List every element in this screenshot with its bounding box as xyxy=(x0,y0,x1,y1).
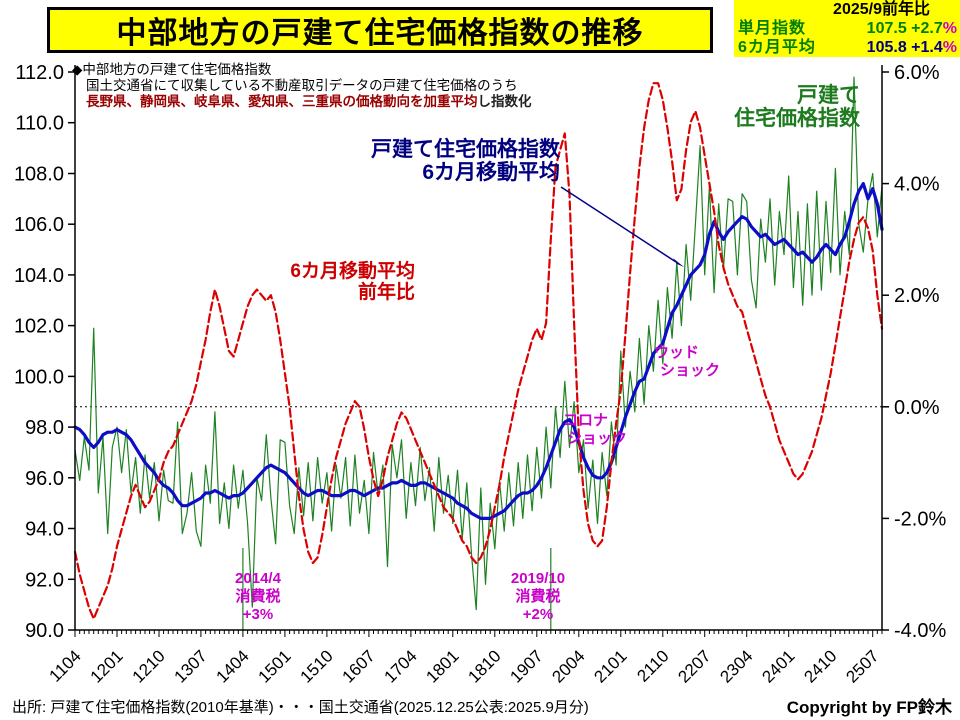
copyright-note: Copyright by FP鈴木 xyxy=(786,698,952,717)
wood-shock-label: ウッド ショック xyxy=(654,344,721,379)
tax-2019-label: 2019/10 消費税 +2% xyxy=(510,570,566,623)
yoy-line xyxy=(73,82,884,620)
chart-description-line3: 長野県、静岡県、岐阜県、愛知県、三重県の価格動向を加重平均し指数化 xyxy=(86,94,532,109)
moving-average-label: 戸建て住宅価格指数 6カ月移動平均 xyxy=(371,138,560,184)
y-right-tick-label: 4.0% xyxy=(894,174,940,196)
monthly-index-line xyxy=(74,76,883,611)
x-tick-label: 1404 xyxy=(213,646,253,686)
svg-text:2304: 2304 xyxy=(716,646,756,686)
stats-row-average-label: 6カ月平均 xyxy=(738,39,816,56)
y-right-tick-label: -4.0% xyxy=(894,620,946,642)
svg-text:1607: 1607 xyxy=(339,646,379,686)
x-tick-label: 1607 xyxy=(339,646,379,686)
y-left-tick-label: 108.0 xyxy=(14,164,64,186)
y-left-tick-label: 112.0 xyxy=(15,62,64,84)
y-left-tick-label: 100.0 xyxy=(14,366,64,388)
stats-row-average-values: 105.8 +1.4% xyxy=(866,39,957,56)
x-tick-label: 2110 xyxy=(633,646,672,685)
y-left-tick-label: 98.0 xyxy=(25,417,64,439)
chart-description-line2: 国土交通省にて収集している不動産取引データの戸建て住宅価格のうち xyxy=(86,78,518,93)
svg-text:2101: 2101 xyxy=(590,646,630,686)
annotation-arrow-head xyxy=(672,258,684,267)
y-left-tick-label: 104.0 xyxy=(14,265,64,287)
svg-text:2410: 2410 xyxy=(800,646,840,686)
moving-average-line xyxy=(73,182,884,521)
x-tick-label: 2401 xyxy=(758,646,798,686)
annotation-arrow xyxy=(560,186,677,263)
svg-text:1210: 1210 xyxy=(129,646,169,686)
svg-text:2004: 2004 xyxy=(548,646,588,686)
x-tick-label: 1501 xyxy=(255,646,295,686)
x-tick-label: 2004 xyxy=(548,646,588,686)
x-tick-label: 1801 xyxy=(422,646,462,686)
stats-period-label: 2025/9前年比 xyxy=(833,1,930,18)
svg-text:2110: 2110 xyxy=(633,646,672,685)
x-tick-label: 1307 xyxy=(171,646,211,686)
svg-text:1404: 1404 xyxy=(213,646,253,686)
svg-text:1704: 1704 xyxy=(381,646,421,686)
x-tick-label: 1810 xyxy=(464,646,504,686)
x-tick-label: 2410 xyxy=(800,646,840,686)
x-tick-label: 2101 xyxy=(590,646,630,686)
svg-text:2507: 2507 xyxy=(842,646,882,686)
x-tick-label: 2304 xyxy=(716,646,756,686)
corona-shock-label: コロナ ショック xyxy=(563,412,628,447)
stats-row-average: 6カ月平均 105.8 +1.4% xyxy=(734,38,960,57)
y-left-tick-label: 110.0 xyxy=(15,113,64,135)
latest-stats-box: 2025/9前年比 単月指数 107.5 +2.7% 6カ月平均 105.8 +… xyxy=(734,0,960,57)
y-right-tick-label: 0.0% xyxy=(894,397,940,419)
tax-2014-label: 2014/4 消費税 +3% xyxy=(235,570,281,623)
svg-text:1801: 1801 xyxy=(422,646,462,686)
x-tick-label: 1210 xyxy=(129,646,169,686)
stats-row-monthly-values: 107.5 +2.7% xyxy=(866,20,957,37)
x-tick-label: 2207 xyxy=(674,646,714,686)
y-left-tick-label: 96.0 xyxy=(25,468,64,490)
svg-text:1510: 1510 xyxy=(297,646,337,686)
x-tick-label: 1510 xyxy=(297,646,337,686)
x-tick-label: 1907 xyxy=(506,646,546,686)
stats-row-monthly: 単月指数 107.5 +2.7% xyxy=(734,19,960,38)
svg-text:1104: 1104 xyxy=(46,646,85,685)
stats-row-monthly-label: 単月指数 xyxy=(738,20,807,37)
svg-text:2401: 2401 xyxy=(758,646,798,686)
svg-text:2207: 2207 xyxy=(674,646,714,686)
page-title: 中部地方の戸建て住宅価格指数の推移 xyxy=(47,7,713,53)
x-tick-label: 1104 xyxy=(46,646,85,685)
svg-text:1501: 1501 xyxy=(255,646,295,686)
y-right-tick-label: -2.0% xyxy=(894,508,946,530)
monthly-index-label: 戸建て 住宅価格指数 xyxy=(734,84,860,130)
y-right-tick-label: 6.0% xyxy=(894,62,940,84)
svg-text:1201: 1201 xyxy=(87,646,127,686)
yoy-label: 6カ月移動平均 前年比 xyxy=(290,261,415,303)
source-note: 出所: 戸建て住宅価格指数(2010年基準)・・・国土交通省(2025.12.2… xyxy=(12,699,589,716)
x-tick-label: 1704 xyxy=(381,646,421,686)
y-left-tick-label: 102.0 xyxy=(14,316,64,338)
x-tick-label: 1201 xyxy=(87,646,127,686)
chart-description-line1: ◆中部地方の戸建て住宅価格指数 xyxy=(72,62,272,77)
y-left-tick-label: 94.0 xyxy=(25,519,64,541)
y-right-tick-label: 2.0% xyxy=(894,285,940,307)
y-left-tick-label: 92.0 xyxy=(25,569,64,591)
svg-text:1810: 1810 xyxy=(464,646,504,686)
svg-text:1307: 1307 xyxy=(171,646,211,686)
page-title-text: 中部地方の戸建て住宅価格指数の推移 xyxy=(116,17,644,50)
x-tick-label: 2507 xyxy=(842,646,882,686)
chart-description: ◆中部地方の戸建て住宅価格指数 国土交通省にて収集している不動産取引データの戸建… xyxy=(72,62,532,110)
y-left-tick-label: 90.0 xyxy=(25,620,64,642)
y-left-tick-label: 106.0 xyxy=(14,214,64,236)
svg-text:1907: 1907 xyxy=(506,646,546,686)
